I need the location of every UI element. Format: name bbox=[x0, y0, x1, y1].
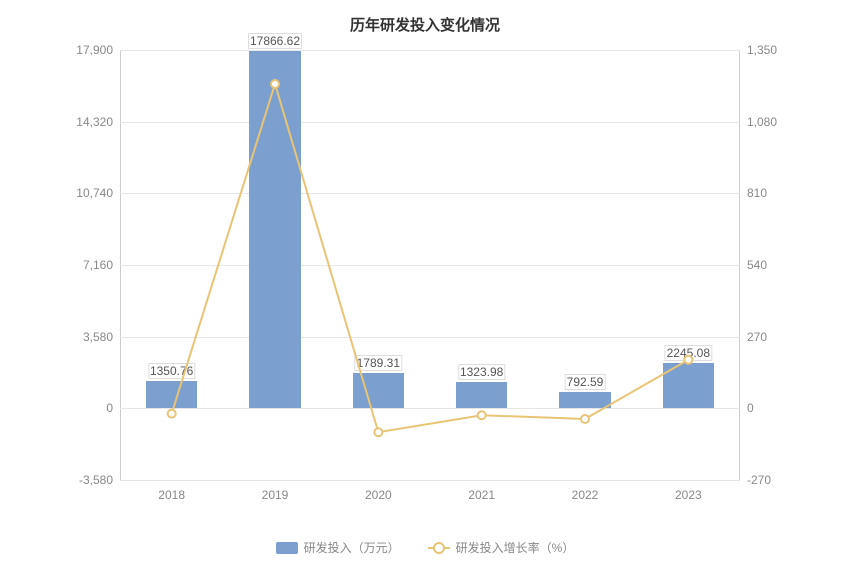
x-tick-label: 2022 bbox=[572, 488, 599, 502]
y-left-tick-label: 3,580 bbox=[58, 330, 113, 344]
y-left-tick-label: -3,580 bbox=[58, 473, 113, 487]
legend-bar-label: 研发投入（万元） bbox=[304, 539, 400, 556]
y-right-tick-label: 1,350 bbox=[747, 43, 802, 57]
x-tick-label: 2023 bbox=[675, 488, 702, 502]
growth-line bbox=[120, 50, 740, 480]
y-left-tick-label: 17,900 bbox=[58, 43, 113, 57]
bar-value-label: 17866.62 bbox=[248, 33, 302, 49]
y-right-tick-label: 1,080 bbox=[747, 115, 802, 129]
y-left-tick-label: 10,740 bbox=[58, 186, 113, 200]
y-right-tick-label: 810 bbox=[747, 186, 802, 200]
y-right-tick-label: 0 bbox=[747, 401, 802, 415]
x-tick-label: 2020 bbox=[365, 488, 392, 502]
plot-area: -3,580-270003,5802707,16054010,74081014,… bbox=[120, 50, 740, 480]
legend-line-label: 研发投入增长率（%） bbox=[456, 539, 575, 556]
legend-item-bar: 研发投入（万元） bbox=[276, 539, 400, 556]
gridline bbox=[120, 480, 740, 481]
x-tick-label: 2018 bbox=[158, 488, 185, 502]
legend-item-line: 研发投入增长率（%） bbox=[428, 539, 575, 556]
x-tick-label: 2019 bbox=[262, 488, 289, 502]
y-left-tick-label: 0 bbox=[58, 401, 113, 415]
y-right-tick-label: 540 bbox=[747, 258, 802, 272]
bar-swatch-icon bbox=[276, 542, 298, 554]
y-right-tick-label: -270 bbox=[747, 473, 802, 487]
y-right-tick-label: 270 bbox=[747, 330, 802, 344]
x-tick-label: 2021 bbox=[468, 488, 495, 502]
chart-container: 历年研发投入变化情况 -3,580-270003,5802707,1605401… bbox=[0, 0, 850, 574]
chart-title: 历年研发投入变化情况 bbox=[0, 0, 850, 35]
y-left-tick-label: 14,320 bbox=[58, 115, 113, 129]
y-left-tick-label: 7,160 bbox=[58, 258, 113, 272]
legend: 研发投入（万元） 研发投入增长率（%） bbox=[0, 539, 850, 556]
line-swatch-icon bbox=[428, 542, 450, 554]
